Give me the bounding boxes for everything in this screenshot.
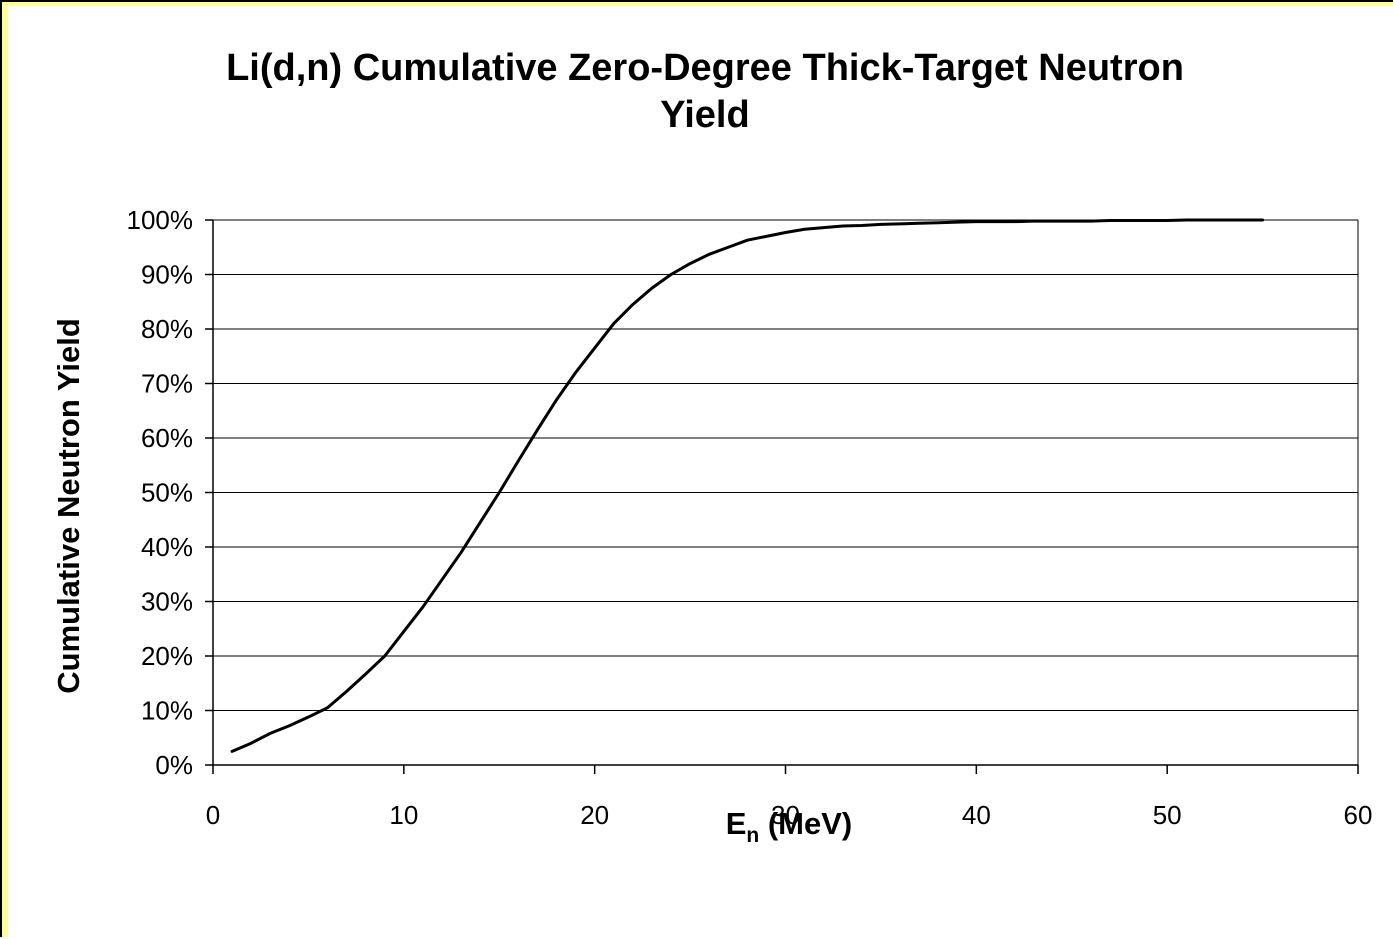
y-tick-label: 80% — [141, 314, 193, 344]
y-tick-label: 90% — [141, 260, 193, 290]
y-tick-label: 20% — [141, 641, 193, 671]
x-axis-title-main: E — [726, 806, 747, 841]
y-axis-title: Cumulative Neutron Yield — [51, 318, 86, 694]
y-tick-label: 60% — [141, 423, 193, 453]
y-tick-label: 30% — [141, 587, 193, 617]
gridlines — [213, 219, 1358, 765]
x-tick-label: 20 — [580, 800, 609, 830]
x-tick-label: 30 — [771, 800, 800, 830]
y-tick-label: 10% — [141, 696, 193, 726]
y-axis-ticks: 0% 10% 20% 30% 40% 50% 60% 70% 80% 90% 100% — [127, 205, 213, 780]
line-chart: Li(d,n) Cumulative Zero-Degree Thick-Tar… — [51, 47, 1373, 847]
x-axis-ticks: 0 10 20 30 40 50 60 — [206, 765, 1373, 830]
series-line-0 — [230, 218, 1265, 753]
chart-title-line-2: Yield — [660, 94, 749, 136]
y-tick-label: 40% — [141, 532, 193, 562]
chart-title-line-1: Li(d,n) Cumulative Zero-Degree Thick-Tar… — [226, 47, 1184, 89]
y-tick-label: 0% — [155, 750, 193, 780]
y-tick-label: 50% — [141, 478, 193, 508]
x-axis-title-units: (MeV) — [759, 806, 852, 841]
chart-area: Li(d,n) Cumulative Zero-Degree Thick-Tar… — [8, 6, 1393, 939]
x-tick-label: 50 — [1153, 800, 1182, 830]
x-tick-label: 40 — [962, 800, 991, 830]
y-tick-label: 70% — [141, 369, 193, 399]
x-axis-title: En (MeV) — [726, 806, 853, 847]
x-tick-label: 0 — [206, 800, 220, 830]
series-layer — [230, 218, 1265, 753]
x-axis-title-subscript: n — [746, 824, 759, 847]
x-tick-label: 60 — [1344, 800, 1373, 830]
y-tick-label: 100% — [127, 205, 194, 235]
x-tick-label: 10 — [389, 800, 418, 830]
